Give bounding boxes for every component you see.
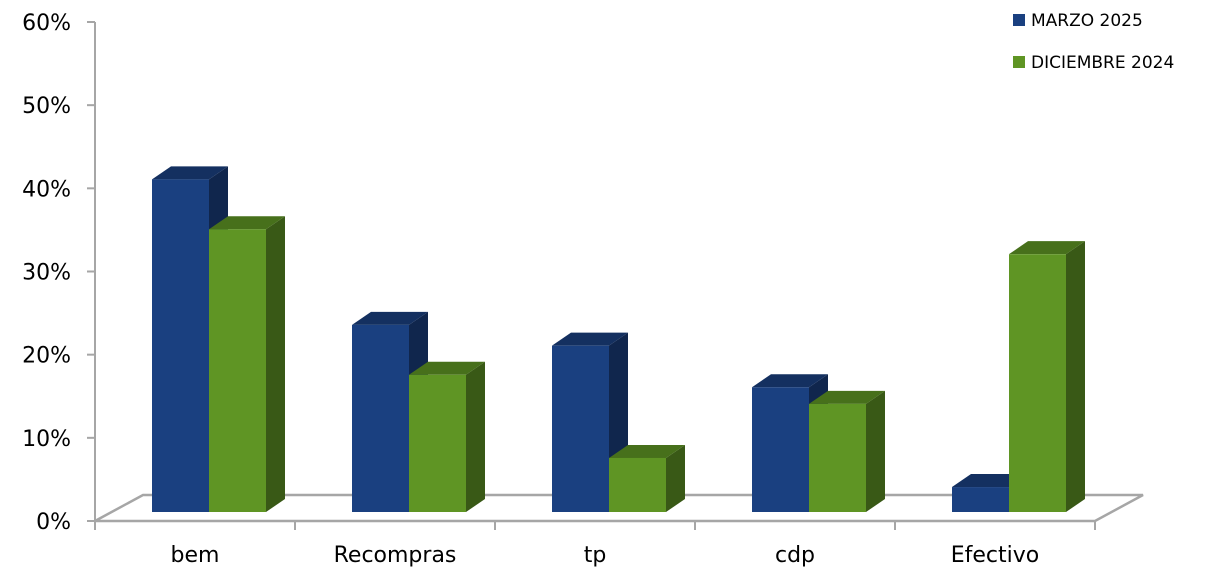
y-tick-label: 20% [22, 344, 71, 369]
bar-top [409, 361, 485, 375]
legend-item: MARZO 2025 [1013, 11, 1143, 31]
bar-front [1009, 254, 1066, 512]
bar-front [409, 374, 466, 512]
y-tick-label: 60% [22, 11, 71, 36]
bar-front [609, 457, 666, 512]
bar-side [866, 390, 885, 512]
bar-front [209, 229, 266, 512]
bar-top [152, 166, 228, 180]
y-tick-label: 40% [22, 177, 71, 202]
bar-side [466, 361, 485, 512]
bar-front [952, 487, 1009, 512]
bar-front [809, 403, 866, 512]
bar-top [752, 374, 828, 388]
legend-label: DICIEMBRE 2024 [1031, 53, 1174, 73]
y-tick-label: 10% [22, 427, 71, 452]
bar-front [352, 324, 409, 512]
legend-swatch [1013, 56, 1025, 68]
legend-swatch [1013, 14, 1025, 26]
chart-legend: MARZO 2025 DICIEMBRE 2024 [1013, 11, 1174, 73]
bar [409, 361, 485, 512]
x-tick-label: tp [584, 543, 607, 568]
bar [609, 444, 685, 512]
x-tick-label: bem [171, 543, 220, 568]
x-tick-label: cdp [775, 543, 815, 568]
bar-front [152, 179, 209, 513]
bar-top [552, 332, 628, 346]
bar-top [209, 216, 285, 230]
bar-front [752, 387, 809, 512]
bar-top [609, 444, 685, 458]
chart-bars [152, 166, 1085, 513]
bar-front [552, 345, 609, 512]
x-tick-label: Efectivo [951, 543, 1040, 568]
legend-label: MARZO 2025 [1031, 11, 1143, 31]
bar-side [266, 216, 285, 512]
y-tick-label: 0% [36, 510, 71, 535]
y-tick-label: 30% [22, 261, 71, 286]
bar [209, 216, 285, 512]
bar-top [809, 390, 885, 404]
bar-side [1066, 241, 1085, 512]
x-tick-label: Recompras [334, 543, 457, 568]
bar-side [666, 444, 685, 512]
legend-item: DICIEMBRE 2024 [1013, 53, 1174, 73]
bar [1009, 241, 1085, 512]
bar-top [1009, 241, 1085, 255]
y-tick-label: 50% [22, 94, 71, 119]
chart-axes: 0% 10% 20% 30% 40% 50% 60% bem Recompras tp cdp Efe… [22, 11, 1096, 568]
bar [809, 390, 885, 512]
bar-top [352, 311, 428, 325]
